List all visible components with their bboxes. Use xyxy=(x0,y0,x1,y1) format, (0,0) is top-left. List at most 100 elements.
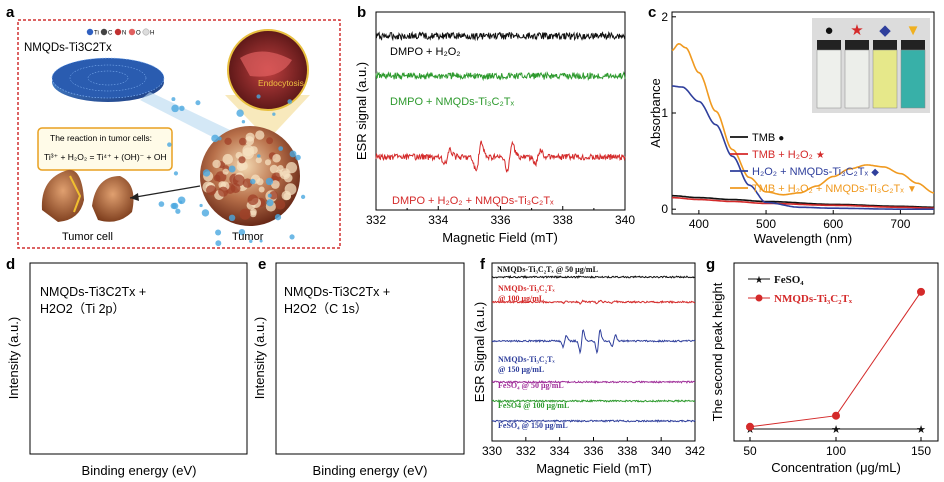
tumor-texture xyxy=(275,199,286,210)
panel-c: c 400 500 600 700 0 1 2 Wavelength (nm) Absorb… xyxy=(648,4,935,246)
tumor-texture xyxy=(247,194,259,206)
particle-dot xyxy=(202,169,211,177)
tumor-texture xyxy=(277,164,284,172)
panel-c-label: c xyxy=(648,4,656,21)
legend-text-n: N xyxy=(122,31,126,37)
panel-a: a Ti C N O H NMQDs-Ti3C2Tx xyxy=(6,4,341,249)
vial-body xyxy=(900,49,926,109)
panel-c-xlabel: Wavelength (nm) xyxy=(754,231,853,246)
panel-b-legend-0: DMPO + H₂O₂ xyxy=(390,46,461,58)
particle-dot xyxy=(171,97,176,102)
panel-d-ylabel: Intensity (a.u.) xyxy=(6,317,21,399)
tumor-texture xyxy=(242,178,253,188)
vial-marker-icon: ▼ xyxy=(906,22,921,39)
panel-c-legend-label: TMB ● xyxy=(752,132,784,144)
particle-dot xyxy=(267,193,272,198)
tumor-texture xyxy=(282,170,290,178)
vial-marker-icon: ◆ xyxy=(879,22,891,39)
panel-g-legend-circle-icon xyxy=(755,294,763,302)
panel-f-label-2a: NMQDs-Ti₃C₂Tₓ xyxy=(498,355,555,364)
panel-b-xtick-label: 334 xyxy=(428,213,448,227)
panel-e-label: e xyxy=(258,256,266,273)
panel-f-label-5: FeSO₄ @ 150 μg/mL xyxy=(498,421,568,430)
panel-f-plot xyxy=(491,274,696,423)
legend-text-o: O xyxy=(136,31,141,37)
panel-c-series-1 xyxy=(671,196,934,209)
particle-dot xyxy=(167,142,172,147)
particle-dot xyxy=(228,214,236,222)
particle-dot xyxy=(201,209,210,217)
legend-dot-o xyxy=(128,28,136,36)
panel-b-ylabel: ESR signal (a.u.) xyxy=(354,62,369,160)
particle-dot xyxy=(249,178,256,185)
panel-f-series-5 xyxy=(491,419,696,423)
panel-f-xtick-label: 336 xyxy=(583,444,603,458)
particle-dot xyxy=(278,146,284,151)
panel-f-series-3 xyxy=(491,380,696,385)
legend-dot-c xyxy=(100,28,108,36)
panel-b-legend-1: DMPO + NMQDs-Ti₃C₂Tₓ xyxy=(390,96,514,108)
panel-b-legend-2: DMPO + H₂O₂ + NMQDs-Ti₃C₂Tₓ xyxy=(392,195,554,207)
panel-b-xtick-label: 338 xyxy=(553,213,573,227)
panel-c-ytick-label: 0 xyxy=(661,202,668,216)
panel-c-legend-marker-icon: ◆ xyxy=(871,167,879,178)
panel-f-xtick-label: 332 xyxy=(516,444,536,458)
tumor-texture xyxy=(249,210,257,218)
tumor-texture xyxy=(264,159,272,166)
panel-c-series-3 xyxy=(671,42,935,196)
tumor-texture xyxy=(239,208,251,220)
particle-dot xyxy=(179,200,183,204)
vial-cap xyxy=(873,40,897,50)
panel-g-xtick-label: 50 xyxy=(743,444,757,458)
particle-dot xyxy=(295,154,301,161)
vials-photo: ● ★ ◆ ▼ xyxy=(812,18,930,113)
tumor-texture xyxy=(224,137,232,146)
panel-c-legend-marker-icon: ★ xyxy=(816,150,825,161)
panel-b-series-2 xyxy=(375,140,626,173)
tumor-texture xyxy=(269,191,278,200)
particle-dot xyxy=(179,105,185,112)
arrow-head-icon xyxy=(130,193,139,201)
panel-f-label-4: FeSO4 @ 100 μg/mL xyxy=(498,401,569,410)
panel-f-xtick-label: 334 xyxy=(550,444,570,458)
panel-f-xtick-label: 330 xyxy=(482,444,502,458)
tumor-texture xyxy=(284,183,297,196)
panel-c-xtick-label: 500 xyxy=(756,217,776,231)
panel-e: e Binding energy (eV) Intensity (a.u.) N… xyxy=(252,256,465,478)
tumor-texture xyxy=(230,183,241,194)
tumor-texture xyxy=(258,186,265,193)
panel-c-series-0 xyxy=(672,194,934,209)
legend-text-c: C xyxy=(108,31,113,37)
endocytosis-label: Endocytosis xyxy=(258,78,304,88)
panel-b-series-1 xyxy=(375,70,626,82)
panel-g: g ★ ★ ★ 50 100 150 Concentration (μg/mL) The… xyxy=(706,256,939,475)
panel-g-point-star-icon: ★ xyxy=(831,424,841,436)
panel-f-series-2 xyxy=(491,328,696,355)
vial-cap xyxy=(901,40,925,50)
panel-d-title-1: NMQDs-Ti3C2Tx + xyxy=(40,285,146,299)
tumor-label: Tumor xyxy=(232,231,264,243)
legend-text-h: H xyxy=(150,31,154,37)
tumor-texture xyxy=(222,153,234,165)
panel-c-legend: TMB ● TMB + H₂O₂ ★ H₂O₂ + NMQDs-Ti₃C₂Tₓ ◆ T… xyxy=(730,132,917,195)
panel-g-plot: ★★★ xyxy=(745,287,926,436)
panel-d-frame xyxy=(29,262,248,455)
tumor-cell-label: Tumor cell xyxy=(62,231,113,243)
tumor-texture xyxy=(272,153,281,163)
panel-f-series-0 xyxy=(491,274,696,280)
panel-b-xtick-label: 336 xyxy=(490,213,510,227)
panel-e-title-1: NMQDs-Ti3C2Tx + xyxy=(284,285,390,299)
particle-dot xyxy=(289,150,297,158)
panel-c-legend-label: TMB + H₂O₂ ★ xyxy=(752,149,825,161)
panel-e-title-2: H2O2（C 1s） xyxy=(284,302,367,316)
panel-e-frame xyxy=(275,262,465,455)
panel-g-legend-star-icon: ★ xyxy=(755,275,764,286)
panel-c-plot xyxy=(671,42,935,210)
panel-f-xtick-label: 342 xyxy=(685,444,705,458)
particle-dot xyxy=(249,239,253,243)
legend-dot-h xyxy=(142,28,150,36)
particle-dot xyxy=(287,99,293,104)
particle-dot xyxy=(257,154,261,158)
tumor-texture xyxy=(222,168,229,175)
